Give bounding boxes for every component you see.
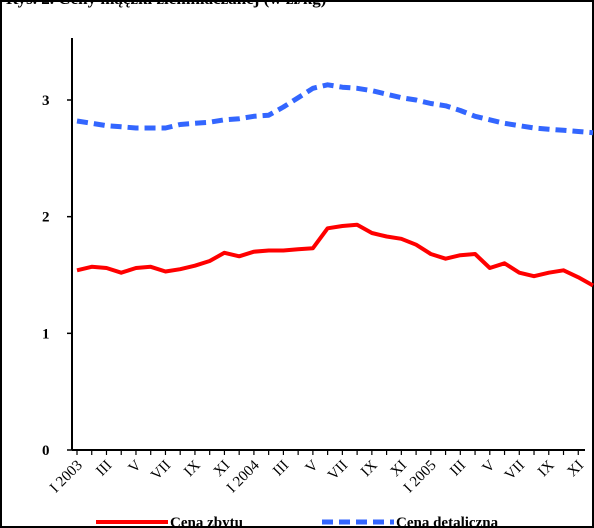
series-line-cena-detaliczna (76, 82, 594, 136)
x-tick-label: XI (211, 458, 234, 481)
y-tick-label: 1 (42, 326, 50, 342)
legend-label-cena-zbytu: Cena zbytu (170, 515, 243, 528)
x-tick-label: V (126, 457, 145, 476)
x-tick-label: I 2005 (401, 458, 440, 497)
x-tick-label: I 2003 (47, 458, 86, 497)
x-tick-labels: I 2003 III V VII IX XII 2004 III V VII IX XII 2005… (47, 457, 587, 496)
x-tick-label: XI (565, 458, 588, 481)
x-tick-label: IX (358, 457, 381, 480)
series-line-cena-zbytu (76, 222, 594, 288)
y-tick-label: 2 (42, 210, 50, 226)
x-tick-label: XI (388, 458, 411, 481)
x-tick-label: VII (325, 458, 351, 484)
x-tick-label: III (270, 458, 292, 480)
x-tick-label: V (480, 457, 499, 476)
x-tick-label: VII (148, 458, 174, 484)
x-tick-label: IX (535, 457, 558, 480)
y-tick-labels: 0 1 2 3 (42, 93, 50, 459)
chart-title: Rys. 2. Ceny mąęzki ziemniaczanej (w zł/… (6, 0, 326, 8)
legend: Cena zbytu Cena detaliczna (96, 515, 499, 528)
x-tick-label: IX (181, 457, 204, 480)
axes (67, 38, 594, 455)
series-group (76, 82, 594, 288)
y-tick-label: 3 (42, 93, 50, 109)
x-tick-label: VII (502, 458, 528, 484)
x-tick-label: V (303, 457, 322, 476)
x-tick-label: I 2004 (224, 457, 263, 496)
x-tick-label: III (447, 458, 469, 480)
legend-label-cena-detaliczna: Cena detaliczna (396, 515, 499, 528)
y-tick-label: 0 (42, 443, 50, 459)
x-tick-label: III (93, 458, 115, 480)
